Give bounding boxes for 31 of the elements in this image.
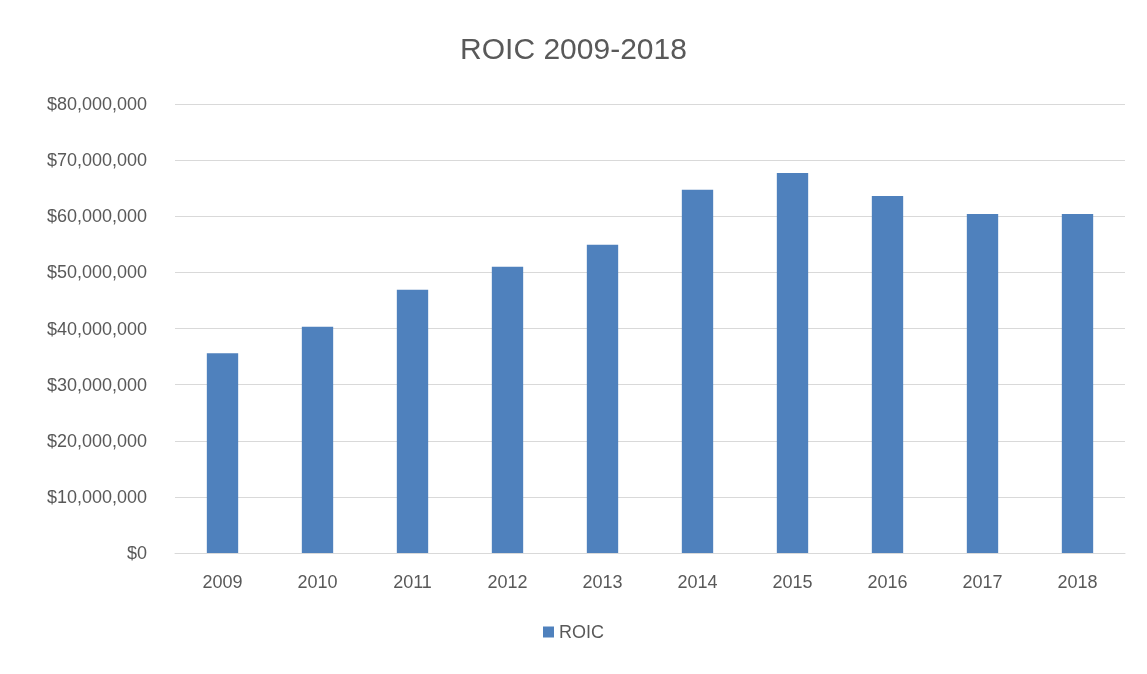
bar bbox=[776, 173, 809, 553]
x-tick-label: 2009 bbox=[202, 572, 243, 592]
bar bbox=[681, 189, 714, 553]
bar bbox=[301, 326, 334, 553]
chart-title: ROIC 2009-2018 bbox=[460, 31, 687, 65]
y-tick-label: $30,000,000 bbox=[46, 374, 147, 395]
x-tick-label: 2018 bbox=[1057, 572, 1098, 592]
bar bbox=[206, 353, 239, 553]
x-tick-label: 2017 bbox=[962, 572, 1003, 592]
x-tick-label: 2011 bbox=[393, 572, 432, 592]
bar bbox=[966, 214, 999, 553]
x-tick-label: 2015 bbox=[772, 572, 813, 592]
y-tick-label: $70,000,000 bbox=[46, 150, 147, 171]
y-tick-label: $20,000,000 bbox=[46, 430, 147, 451]
y-tick-label: $10,000,000 bbox=[46, 486, 147, 507]
bar bbox=[871, 196, 904, 553]
bar bbox=[491, 266, 524, 553]
x-tick-label: 2016 bbox=[867, 572, 908, 592]
bar bbox=[586, 244, 619, 553]
x-tick-label: 2010 bbox=[297, 572, 338, 592]
y-tick-label: $80,000,000 bbox=[46, 94, 147, 114]
x-tick-label: 2012 bbox=[487, 572, 528, 592]
bar bbox=[1061, 214, 1094, 553]
x-tick-label: 2013 bbox=[582, 572, 623, 592]
bar bbox=[396, 289, 429, 553]
legend-label: ROIC bbox=[559, 622, 604, 642]
y-tick-label: $0 bbox=[126, 543, 147, 563]
y-tick-label: $60,000,000 bbox=[46, 206, 147, 227]
y-tick-label: $50,000,000 bbox=[46, 262, 147, 283]
x-tick-label: 2014 bbox=[677, 572, 718, 592]
y-tick-label: $40,000,000 bbox=[46, 318, 147, 339]
